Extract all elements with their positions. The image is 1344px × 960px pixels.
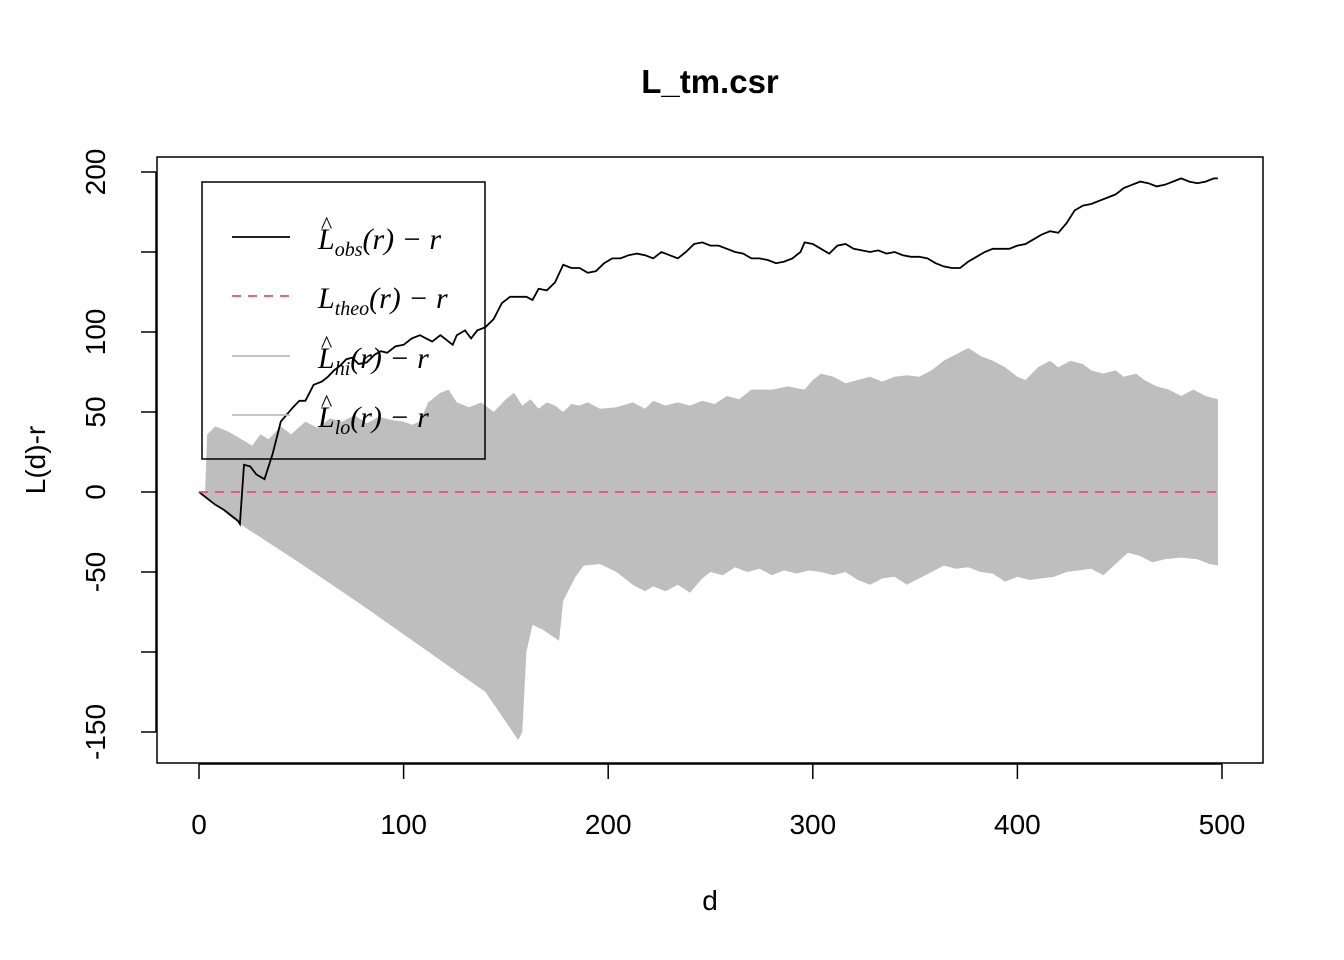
legend-hat: ^ — [321, 391, 332, 417]
chart-title: L_tm.csr — [641, 63, 779, 100]
y-tick-label: 100 — [80, 309, 111, 356]
x-tick-label: 500 — [1199, 809, 1246, 840]
y-tick-label: -50 — [80, 552, 111, 592]
legend-label: Lobs(r) − r — [317, 223, 441, 261]
legend-label: Lhi(r) − r — [317, 342, 429, 380]
legend-label: Llo(r) − r — [317, 401, 429, 439]
legend-box — [201, 181, 486, 460]
legend-label: Ltheo(r) − r — [317, 282, 448, 320]
x-axis-label: d — [702, 885, 718, 916]
y-axis: -150 -50 0 50 100 200 — [80, 149, 157, 760]
plot-border — [156, 156, 1264, 764]
x-axis: 0 100 200 300 400 500 — [191, 763, 1246, 840]
envelope-band — [199, 348, 1218, 740]
y-tick-label: 50 — [80, 396, 111, 427]
y-axis-label: L(d)-r — [20, 426, 51, 494]
x-tick-label: 400 — [994, 809, 1041, 840]
y-tick-label: 0 — [80, 484, 111, 500]
x-tick-label: 0 — [191, 809, 207, 840]
x-tick-label: 100 — [380, 809, 427, 840]
y-tick-label: 200 — [80, 149, 111, 196]
legend-hat: ^ — [321, 332, 332, 358]
x-tick-label: 300 — [789, 809, 836, 840]
series-line-lobs — [198, 177, 1218, 527]
plot-area — [198, 177, 1218, 740]
x-tick-label: 200 — [585, 809, 632, 840]
y-tick-label: -150 — [80, 704, 111, 760]
legend-hat: ^ — [321, 213, 332, 239]
